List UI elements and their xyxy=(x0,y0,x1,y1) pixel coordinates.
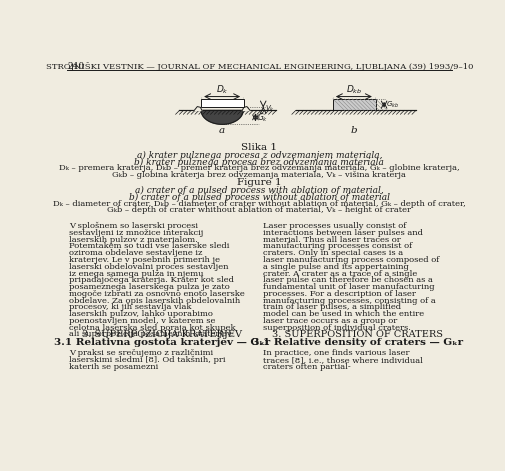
Text: a) crater of a pulsed process with ablation of material,: a) crater of a pulsed process with ablat… xyxy=(135,186,383,195)
Text: processes. For a description of laser: processes. For a description of laser xyxy=(263,290,415,298)
Text: mogoče izbrati za osnovno enoto laserske: mogoče izbrati za osnovno enoto laserske xyxy=(69,290,245,298)
Text: superposition of individual craters.: superposition of individual craters. xyxy=(263,324,410,332)
Text: In practice, one finds various laser: In practice, one finds various laser xyxy=(263,349,409,357)
Text: a single pulse and its appertaining: a single pulse and its appertaining xyxy=(263,263,408,271)
Text: $D_k$: $D_k$ xyxy=(215,83,228,96)
Text: laser pulse can therefore be chosen as a: laser pulse can therefore be chosen as a xyxy=(263,276,432,284)
Text: poenostavljen model, v katerem se: poenostavljen model, v katerem se xyxy=(69,317,216,325)
Text: sestavljeni iz množice interakcij: sestavljeni iz množice interakcij xyxy=(69,229,204,237)
Text: model can be used in which the entire: model can be used in which the entire xyxy=(263,310,424,318)
Text: oziroma obdelave sestavljene iz: oziroma obdelave sestavljene iz xyxy=(69,249,203,257)
Text: laserskimi sledmi [8]. Od takšnih, pri: laserskimi sledmi [8]. Od takšnih, pri xyxy=(69,356,226,364)
Text: $V_k$: $V_k$ xyxy=(264,104,274,114)
Text: laser manufacturing process composed of: laser manufacturing process composed of xyxy=(263,256,439,264)
Text: craters. Only in special cases is a: craters. Only in special cases is a xyxy=(263,249,402,257)
Text: Figure 1: Figure 1 xyxy=(236,178,281,187)
Text: iz enega samega pulza in njemu: iz enega samega pulza in njemu xyxy=(69,269,204,277)
Text: Potemtakem so tudi vse laserske sledi: Potemtakem so tudi vse laserske sledi xyxy=(69,243,229,251)
Text: train of laser pulses, a simplified: train of laser pulses, a simplified xyxy=(263,303,400,311)
Text: manufacturing processes, consisting of a: manufacturing processes, consisting of a xyxy=(263,297,435,305)
Polygon shape xyxy=(242,106,249,110)
Text: Slika 1: Slika 1 xyxy=(241,143,277,152)
Text: b) crater of a pulsed process without ablation of material: b) crater of a pulsed process without ab… xyxy=(129,193,389,202)
Text: fundamental unit of laser manufacturing: fundamental unit of laser manufacturing xyxy=(263,283,434,291)
Text: material. Thus all laser traces or: material. Thus all laser traces or xyxy=(263,236,400,244)
Text: traces [8], i.e., those where individual: traces [8], i.e., those where individual xyxy=(263,356,422,364)
Text: b: b xyxy=(350,126,357,135)
Text: manufacturing processes consist of: manufacturing processes consist of xyxy=(263,243,412,251)
Text: $D_{kb}$: $D_{kb}$ xyxy=(345,83,361,96)
Text: $G_{kb}$: $G_{kb}$ xyxy=(385,99,398,110)
Text: $G_k$: $G_k$ xyxy=(257,111,268,123)
Text: 3. SUPERPOZICIJA KRATERJEV: 3. SUPERPOZICIJA KRATERJEV xyxy=(81,330,241,339)
Text: katerih se posamezni: katerih se posamezni xyxy=(69,363,159,371)
Text: procesov, ki jih sestavlja vlak: procesov, ki jih sestavlja vlak xyxy=(69,303,191,311)
Text: laserski obdelovalni proces sestavljen: laserski obdelovalni proces sestavljen xyxy=(69,263,228,271)
Text: Laser processes usually consist of: Laser processes usually consist of xyxy=(263,222,406,230)
Polygon shape xyxy=(194,106,201,110)
Text: laserskih pulzov z materialom.: laserskih pulzov z materialom. xyxy=(69,236,198,244)
Text: V praksi se srečujemo z različnimi: V praksi se srečujemo z različnimi xyxy=(69,349,213,357)
Polygon shape xyxy=(201,110,242,124)
Text: V splošnem so laserski procesi: V splošnem so laserski procesi xyxy=(69,222,198,230)
Text: Gₖb – globina kraterja brez odvzemanja materiala, Vₖ – višina kraterja: Gₖb – globina kraterja brez odvzemanja m… xyxy=(112,171,406,179)
Text: Dₖ – diameter of crater, Dₖb – diameter of crater without ablation of material, : Dₖ – diameter of crater, Dₖb – diameter … xyxy=(53,200,465,208)
Text: Dₖ – premera kraterja, Dₖb – premer kraterja brez odvzemanja materiala, Gₖ – glo: Dₖ – premera kraterja, Dₖb – premer krat… xyxy=(59,164,459,172)
Text: obdelave. Za opis laserskih obdelovalnih: obdelave. Za opis laserskih obdelovalnih xyxy=(69,297,240,305)
Text: 3.1 Relativna gostota kraterjev — Gₖr: 3.1 Relativna gostota kraterjev — Gₖr xyxy=(54,338,269,347)
Text: craters often partial-: craters often partial- xyxy=(263,363,350,371)
Text: crater. A crater as a trace of a single: crater. A crater as a trace of a single xyxy=(263,269,417,277)
Text: STROJNIŠKI VESTNIK — JOURNAL OF MECHANICAL ENGINEERING, LJUBLJANA (39) 1993/9–10: STROJNIŠKI VESTNIK — JOURNAL OF MECHANIC… xyxy=(45,62,472,71)
Text: a: a xyxy=(219,126,225,135)
Bar xyxy=(332,99,375,110)
Text: 3.1 Relative density of craters — Gₖr: 3.1 Relative density of craters — Gₖr xyxy=(251,338,463,347)
Text: pripadajočega kraterja. Krater kot sled: pripadajočega kraterja. Krater kot sled xyxy=(69,276,234,284)
Bar xyxy=(201,99,243,106)
Text: a) krater pulznega procesa z odvzemanjem materiala,: a) krater pulznega procesa z odvzemanjem… xyxy=(136,150,381,160)
Text: Gₖb – depth of crater whithout ablation of material, Vₖ – height of crater: Gₖb – depth of crater whithout ablation … xyxy=(107,206,411,214)
Text: laser trace occurs as a group or: laser trace occurs as a group or xyxy=(263,317,396,325)
Text: posameznega laserskega pulza je zato: posameznega laserskega pulza je zato xyxy=(69,283,230,291)
Text: 3. SUPERPOSITION OF CRATERS: 3. SUPERPOSITION OF CRATERS xyxy=(272,330,442,339)
Text: laserskih pulzov, lahko uporabimo: laserskih pulzov, lahko uporabimo xyxy=(69,310,213,318)
Text: kraterjev. Le v posebnih primerih je: kraterjev. Le v posebnih primerih je xyxy=(69,256,220,264)
Text: interactions between laser pulses and: interactions between laser pulses and xyxy=(263,229,422,237)
Text: b) krater pulznega procesa brez odvzemanja materiala: b) krater pulznega procesa brez odvzeman… xyxy=(134,157,383,167)
Text: ali superpozicija posameznih kraterjev.: ali superpozicija posameznih kraterjev. xyxy=(69,331,233,339)
Text: celotna laserska sled poraja kot skupek: celotna laserska sled poraja kot skupek xyxy=(69,324,236,332)
Text: 240: 240 xyxy=(67,62,84,71)
